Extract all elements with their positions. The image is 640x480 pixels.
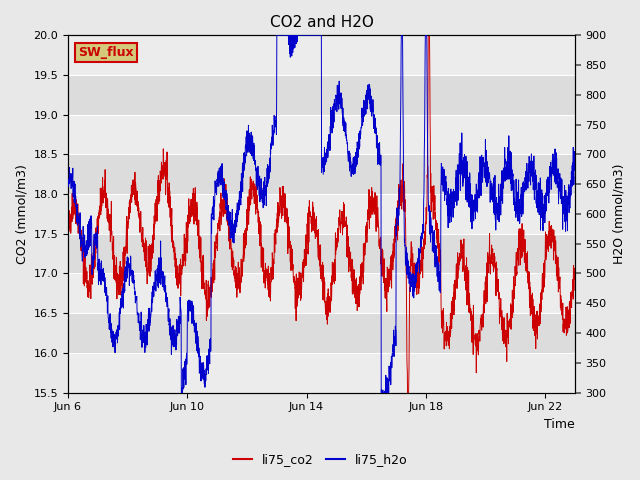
Bar bbox=[68, 234, 575, 274]
Bar bbox=[68, 115, 575, 155]
Bar bbox=[68, 274, 575, 313]
Bar bbox=[68, 155, 575, 194]
Bar bbox=[68, 36, 575, 75]
Bar bbox=[68, 194, 575, 234]
Y-axis label: CO2 (mmol/m3): CO2 (mmol/m3) bbox=[15, 164, 28, 264]
Text: SW_flux: SW_flux bbox=[78, 46, 134, 59]
Bar bbox=[68, 75, 575, 115]
Y-axis label: H2O (mmol/m3): H2O (mmol/m3) bbox=[612, 164, 625, 264]
Legend: li75_co2, li75_h2o: li75_co2, li75_h2o bbox=[228, 448, 412, 471]
Bar bbox=[68, 353, 575, 393]
Title: CO2 and H2O: CO2 and H2O bbox=[269, 15, 373, 30]
Text: Time: Time bbox=[544, 418, 575, 431]
Bar bbox=[68, 313, 575, 353]
